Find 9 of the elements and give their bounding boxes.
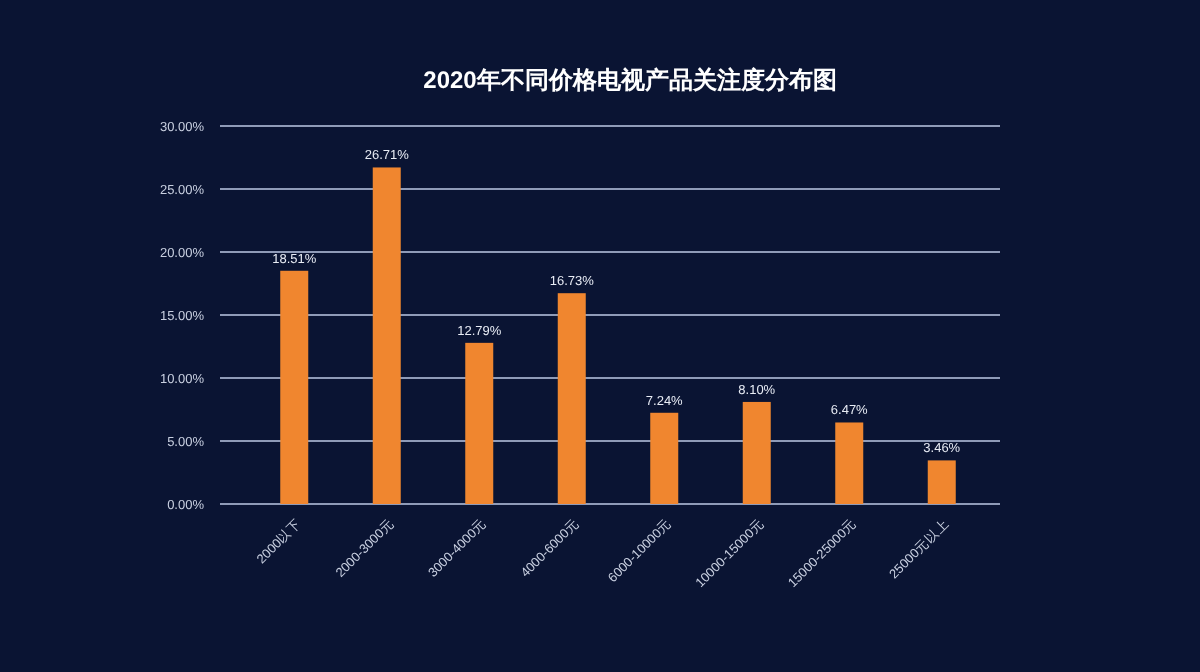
bar: [557, 293, 586, 504]
bar: [927, 460, 956, 504]
bar: [742, 401, 771, 504]
chart-title: 2020年不同价格电视产品关注度分布图: [423, 66, 837, 94]
bar: [372, 167, 401, 504]
bar: [650, 412, 679, 504]
bar: [465, 342, 494, 504]
bar: [280, 270, 309, 504]
bar: [835, 422, 864, 504]
